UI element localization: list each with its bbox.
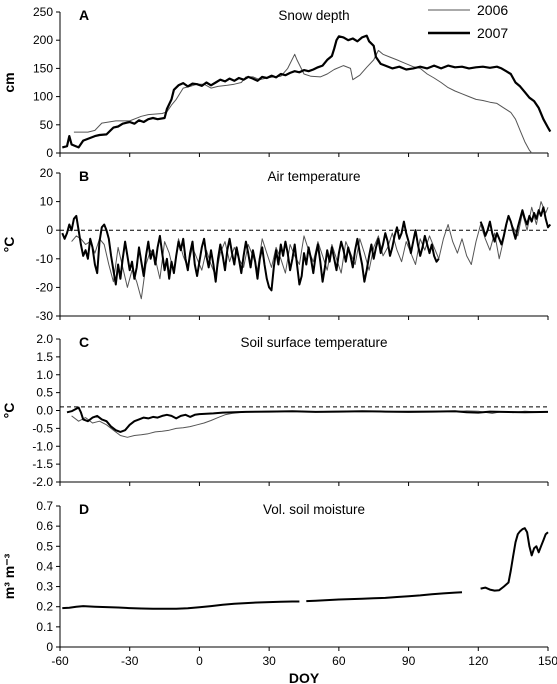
y-tick-label: -1.5 xyxy=(32,457,53,471)
panel-c: -2.0 -1.5 -1.0 -0.5 0.0 0.5 1.0 1.5 2.0 C Soil sur… xyxy=(1,332,549,489)
legend-label: 2007 xyxy=(477,25,508,41)
y-tick-label: 0 xyxy=(46,640,53,654)
y-tick-label: 100 xyxy=(33,90,53,104)
x-tick-label: 90 xyxy=(402,654,416,668)
series-line-2007 xyxy=(66,406,549,433)
y-tick-label: -20 xyxy=(36,280,54,294)
panel-b: -30 -20 -10 0 10 20 B Air temperature °C xyxy=(1,166,552,323)
y-tick-label: 250 xyxy=(33,5,53,19)
y-tick-label: 0.1 xyxy=(36,620,53,634)
series-line-2007 xyxy=(61,214,440,292)
y-tick-label: 20 xyxy=(40,166,54,180)
y-tick-label: 2.0 xyxy=(36,332,53,346)
x-tick-label: 0 xyxy=(196,654,203,668)
y-tick-label: 0.5 xyxy=(36,539,53,553)
y-tick-label: 50 xyxy=(40,118,54,132)
y-axis-label: cm xyxy=(1,72,17,92)
x-tick-label: 60 xyxy=(332,654,346,668)
x-tick-label: 30 xyxy=(262,654,276,668)
x-axis-label: DOY xyxy=(289,670,320,684)
panel-a: 0 50 100 150 200 250 A Snow depth cm 2006 2007 xyxy=(1,2,552,160)
panel-title: Soil surface temperature xyxy=(240,335,387,350)
y-axis-label: °C xyxy=(1,403,17,419)
x-tick-label: 120 xyxy=(468,654,488,668)
y-tick-label: 1.5 xyxy=(36,350,53,364)
y-tick-label: -2.0 xyxy=(32,475,53,489)
y-tick-label: 150 xyxy=(33,61,53,75)
series-line-2007 xyxy=(62,600,300,610)
x-tick-label: 150 xyxy=(538,654,557,668)
y-tick-label: 0 xyxy=(46,146,53,160)
panel-title: Air temperature xyxy=(267,169,360,184)
series-line-2006 xyxy=(73,49,533,154)
y-tick-label: 0.6 xyxy=(36,519,53,533)
series-line-2007 xyxy=(479,206,552,246)
panel-d: 0 0.1 0.2 0.3 0.4 0.5 0.6 0.7 -60 -30 0 30 60 90 120 15… xyxy=(1,499,557,684)
x-tick-label: -60 xyxy=(51,654,69,668)
series-line-2006 xyxy=(71,410,549,438)
y-tick-label: 0.7 xyxy=(36,499,53,513)
x-tick-label: -30 xyxy=(121,654,139,668)
y-tick-label: 0.4 xyxy=(36,559,53,573)
panel-letter: C xyxy=(79,334,89,350)
y-tick-label: 1.0 xyxy=(36,368,53,382)
y-tick-label: 0.2 xyxy=(36,600,53,614)
y-tick-label: -30 xyxy=(36,309,54,323)
y-tick-label: 10 xyxy=(40,195,54,209)
y-axis-label: °C xyxy=(1,237,17,253)
y-tick-label: 200 xyxy=(33,33,53,47)
panel-letter: B xyxy=(79,168,89,184)
series-line-2007 xyxy=(62,34,552,149)
y-tick-label: 0.0 xyxy=(36,404,53,418)
legend: 2006 2007 xyxy=(428,2,508,41)
y-tick-label: 0 xyxy=(46,223,53,237)
y-axis-label: m³ m⁻³ xyxy=(1,553,17,599)
y-tick-label: -0.5 xyxy=(32,421,53,435)
y-tick-label: 0.5 xyxy=(36,386,53,400)
y-tick-label: -10 xyxy=(36,252,54,266)
legend-label: 2006 xyxy=(477,2,508,18)
panel-title: Vol. soil moisture xyxy=(263,502,365,517)
series-line-2007 xyxy=(480,527,549,592)
y-tick-label: -1.0 xyxy=(32,439,53,453)
panel-title: Snow depth xyxy=(278,8,349,23)
panel-letter: D xyxy=(79,501,89,517)
series-line-2007 xyxy=(306,591,463,603)
y-tick-label: 0.3 xyxy=(36,580,53,594)
panel-letter: A xyxy=(79,7,89,23)
